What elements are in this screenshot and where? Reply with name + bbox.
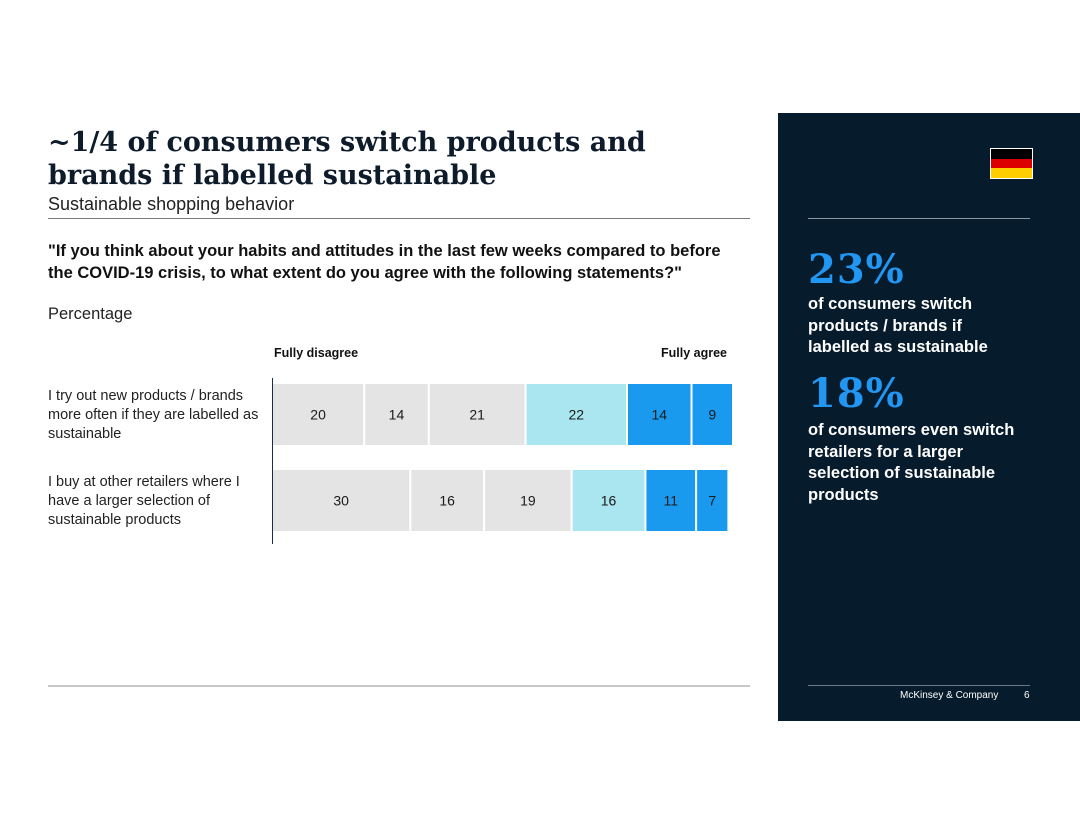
stat-value: 18% (808, 370, 905, 417)
bar-value-label: 22 (568, 407, 584, 423)
page-subtitle: Sustainable shopping behavior (48, 194, 295, 214)
bar-segment (646, 470, 696, 531)
germany-flag-icon (991, 149, 1032, 178)
bar-segment (692, 384, 732, 445)
bar-segment (485, 470, 571, 531)
title-divider (48, 218, 750, 219)
stat-value: 23% (808, 246, 905, 293)
side-panel (778, 113, 1080, 721)
bar-segment (411, 470, 484, 531)
stat-description: of consumers even switch retailers for a… (808, 421, 1015, 504)
page-number: 6 (1024, 690, 1030, 701)
bar-segment (572, 470, 645, 531)
bar-value-label: 9 (708, 407, 716, 423)
bar-value-label: 14 (389, 407, 405, 423)
bar-value-label: 16 (601, 493, 617, 509)
bar-segment (429, 384, 525, 445)
unit-label: Percentage (48, 305, 133, 323)
row-label: I buy at other retailers where I have a … (48, 474, 240, 528)
flag-stripe-black (991, 149, 1032, 159)
bar-segment (365, 384, 428, 445)
row-label: I try out new products / brands more oft… (48, 388, 259, 442)
bar-value-label: 7 (708, 493, 716, 509)
bar-value-label: 16 (439, 493, 455, 509)
bar-segment (627, 384, 691, 445)
bar-value-label: 19 (520, 493, 536, 509)
bar-segment (273, 384, 364, 445)
footer-brand: McKinsey & Company (900, 690, 999, 701)
flag-stripe-gold (991, 168, 1032, 178)
panel-divider (808, 218, 1030, 219)
survey-question: "If you think about your habits and atti… (48, 242, 721, 282)
bar-segment (273, 470, 410, 531)
bar-segment (526, 384, 626, 445)
scale-right-label: Fully agree (661, 346, 727, 360)
bar-value-label: 14 (651, 407, 667, 423)
page-title: ~1/4 of consumers switch products and br… (48, 127, 646, 191)
bar-value-label: 30 (333, 493, 349, 509)
stat-description: of consumers switch products / brands if… (808, 295, 988, 356)
bottom-divider (48, 685, 750, 687)
stacked-bar-chart: 20 14 21 22 14 9 30 16 19 16 11 7 (273, 384, 732, 531)
flag-stripe-red (991, 158, 1032, 169)
bar-value-label: 21 (469, 407, 485, 423)
bar-segment (697, 470, 728, 531)
bar-value-label: 11 (663, 493, 678, 509)
footer-divider (808, 685, 1030, 686)
chart-axis-line (272, 378, 273, 544)
scale-left-label: Fully disagree (274, 346, 359, 360)
bar-value-label: 20 (310, 407, 326, 423)
